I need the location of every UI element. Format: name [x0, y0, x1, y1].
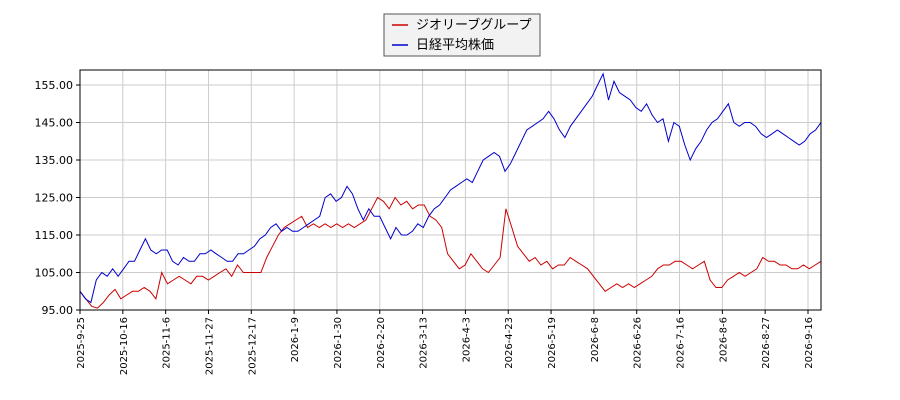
y-tick-label: 145.00 [35, 117, 74, 130]
x-tick-label: 2026-1-9 [290, 317, 301, 362]
x-tick-label: 2026-8-6 [718, 317, 729, 362]
x-tick-label: 2026-2-20 [376, 317, 387, 369]
x-tick-label: 2025-11-27 [204, 317, 215, 375]
legend-label-1: ジオリーブグループ [416, 17, 531, 33]
x-tick-label: 2026-1-30 [333, 317, 344, 369]
x-tick-label: 2025-11-6 [162, 317, 173, 369]
x-tick-label: 2026-3-13 [419, 317, 430, 369]
x-tick-label: 2026-4-3 [461, 317, 472, 362]
x-tick-label: 2025-12-17 [247, 317, 258, 375]
series-lines [79, 72, 822, 309]
y-tick-label: 135.00 [35, 154, 74, 167]
x-tick-label: 2026-4-23 [504, 317, 515, 369]
series-line-1 [79, 196, 822, 309]
x-tick-label: 2026-8-27 [761, 317, 772, 369]
x-tick-label: 2026-6-26 [633, 317, 644, 369]
y-axis-ticks: 95.00 105.00 115.00 125.00 135.00 145.00 155.0… [35, 79, 80, 317]
y-tick-label: 95.00 [42, 304, 74, 317]
x-tick-label: 2025-9-25 [76, 317, 87, 369]
x-tick-label: 2026-9-16 [804, 317, 815, 369]
x-tick-label: 2026-7-16 [676, 317, 687, 369]
legend-label-2: 日経平均株価 [416, 38, 494, 53]
plot-frame [79, 69, 822, 311]
y-tick-label: 125.00 [35, 192, 74, 205]
y-tick-label: 105.00 [35, 267, 74, 280]
legend: ジオリーブグループ 日経平均株価 [383, 13, 541, 57]
x-tick-label: 2026-5-19 [547, 317, 558, 369]
y-tick-label: 155.00 [35, 79, 74, 92]
x-tick-label: 2025-10-16 [119, 317, 130, 375]
x-axis-ticks: 2025-9-25 2025-10-16 2025-11-6 2025-11-27 20… [76, 310, 815, 375]
x-tick-label: 2026-6-8 [590, 317, 601, 362]
grid [79, 70, 821, 311]
series-line-2 [79, 72, 822, 304]
legend-box [383, 13, 541, 57]
y-tick-label: 115.00 [35, 229, 74, 242]
